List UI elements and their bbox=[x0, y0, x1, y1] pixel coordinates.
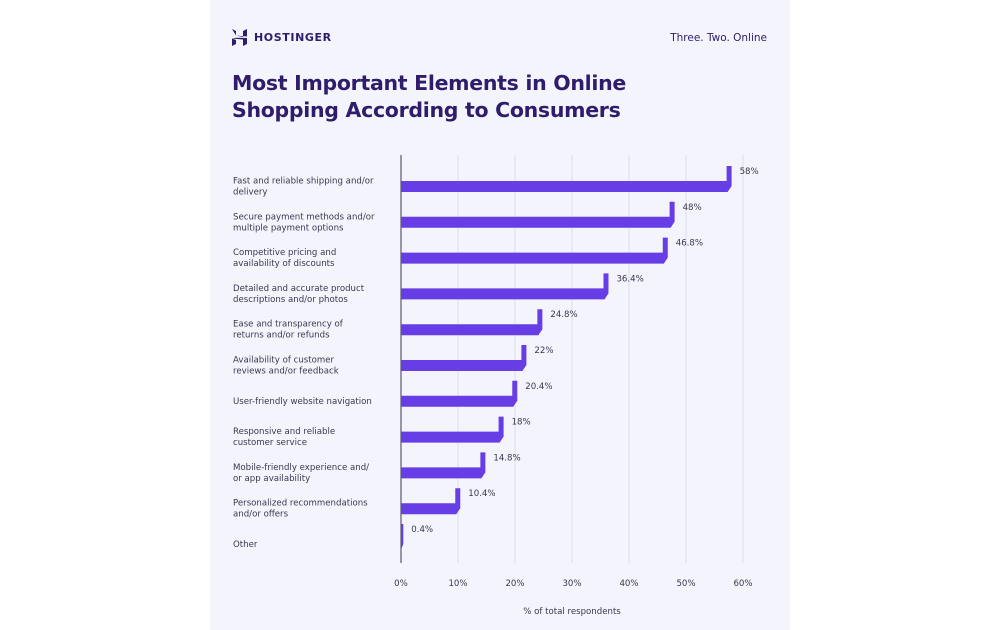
bar bbox=[401, 452, 486, 479]
bar bbox=[401, 309, 543, 336]
data-label: 58% bbox=[740, 167, 759, 177]
data-label: 22% bbox=[534, 346, 553, 356]
x-tick-label: 60% bbox=[733, 579, 752, 589]
infographic-panel: HOSTINGER Three. Two. Online Most Import… bbox=[210, 0, 790, 630]
x-tick-label: 40% bbox=[619, 579, 638, 589]
data-label: 48% bbox=[683, 203, 702, 213]
brand-name: HOSTINGER bbox=[254, 31, 332, 44]
bar bbox=[401, 237, 668, 264]
bar bbox=[401, 166, 732, 192]
x-tick-label: 20% bbox=[505, 579, 524, 589]
data-label: 24.8% bbox=[550, 310, 577, 320]
data-label: 0.4% bbox=[411, 525, 433, 535]
category-label: Detailed and accurate product bbox=[233, 284, 365, 294]
data-label: 46.8% bbox=[676, 239, 703, 249]
category-label: multiple payment options bbox=[233, 223, 344, 233]
category-label: Personalized recommendations bbox=[233, 499, 368, 509]
bar bbox=[401, 273, 609, 300]
chart-title: Most Important Elements in Online Shoppi… bbox=[232, 71, 627, 122]
category-label: customer service bbox=[233, 438, 307, 448]
hostinger-logo-icon bbox=[232, 29, 247, 46]
x-tick-label: 30% bbox=[562, 579, 581, 589]
x-tick-label: 50% bbox=[676, 579, 695, 589]
brand-logo: HOSTINGER bbox=[232, 29, 332, 46]
x-tick-label: 0% bbox=[394, 579, 408, 589]
bar bbox=[401, 416, 504, 443]
category-label: returns and/or refunds bbox=[233, 331, 330, 341]
category-label: User-friendly website navigation bbox=[233, 397, 372, 407]
bar bbox=[401, 524, 404, 550]
data-label: 20.4% bbox=[525, 382, 552, 392]
tagline: Three. Two. Online bbox=[670, 32, 767, 44]
data-label: 18% bbox=[512, 418, 531, 428]
data-label: 36.4% bbox=[616, 274, 643, 284]
bar bbox=[401, 201, 675, 228]
category-label: delivery bbox=[233, 188, 268, 198]
x-axis-label: % of total respondents bbox=[523, 607, 621, 617]
bar bbox=[401, 380, 518, 407]
category-label: Secure payment methods and/or bbox=[233, 212, 375, 222]
x-tick-label: 10% bbox=[448, 579, 467, 589]
bar bbox=[401, 345, 527, 371]
category-label: Responsive and reliable bbox=[233, 427, 335, 437]
category-label: availability of discounts bbox=[233, 259, 335, 269]
category-label: Other bbox=[233, 540, 258, 550]
category-label: and/or offers bbox=[233, 510, 289, 520]
category-label: descriptions and/or photos bbox=[233, 295, 348, 305]
bar bbox=[401, 488, 461, 515]
data-label: 10.4% bbox=[468, 489, 495, 499]
category-label: Availability of customer bbox=[233, 356, 335, 366]
data-label: 14.8% bbox=[493, 453, 520, 463]
category-label: Fast and reliable shipping and/or bbox=[233, 177, 374, 187]
category-label: Ease and transparency of bbox=[233, 320, 344, 330]
category-label: or app availability bbox=[233, 474, 310, 484]
category-label: Mobile-friendly experience and/ bbox=[233, 463, 369, 473]
category-label: reviews and/or feedback bbox=[233, 367, 339, 377]
category-label: Competitive pricing and bbox=[233, 248, 336, 258]
